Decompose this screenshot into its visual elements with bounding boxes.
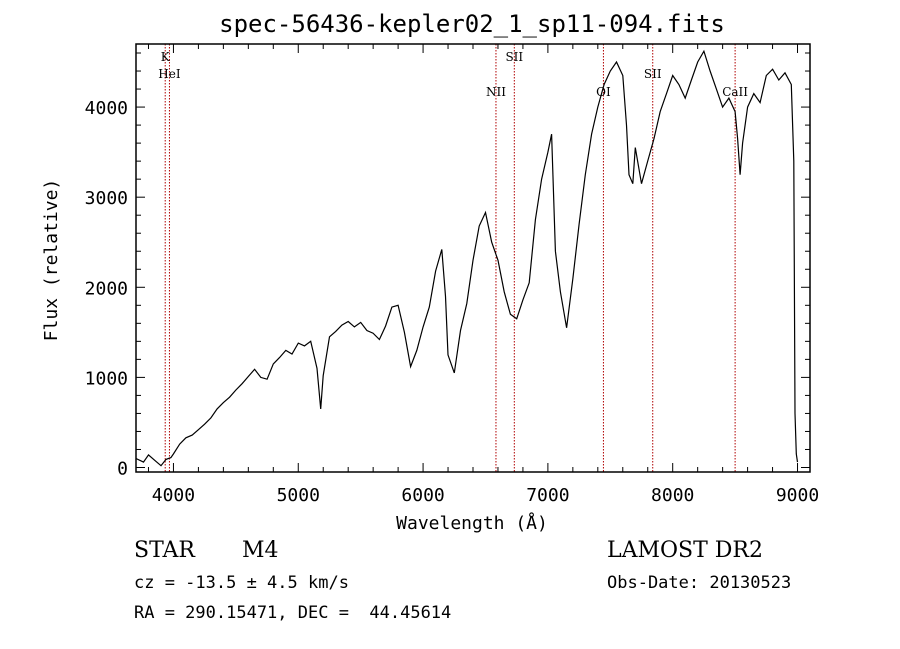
y-axis-label: Flux (relative)	[41, 179, 62, 342]
x-tick-label: 7000	[526, 485, 569, 506]
spectral-line-label: HeI	[158, 67, 181, 81]
x-tick-label: 6000	[401, 485, 444, 506]
star-type-label: STAR	[134, 538, 195, 563]
spectrum-series-line	[135, 49, 799, 467]
spectral-lines: K HeI NII SII OI SII CaII	[158, 44, 748, 472]
coordinates-label: RA = 290.15471, DEC = 44.45614	[134, 603, 452, 623]
axis-ticks: 4000 5000 6000 7000 8000 9000 0 1000 2000 3000 400…	[85, 44, 819, 506]
spectral-line-label: NII	[486, 85, 506, 99]
spectral-line-label: K	[161, 50, 171, 64]
y-tick-label: 3000	[85, 188, 128, 209]
spectral-line-label: CaII	[722, 85, 748, 99]
x-tick-label: 9000	[776, 485, 819, 506]
y-tick-label: 2000	[85, 278, 128, 299]
spectral-line-label: OI	[596, 85, 611, 99]
spectral-line-label: SII	[505, 50, 523, 64]
survey-label: LAMOST DR2	[607, 538, 763, 563]
plot-frame	[135, 43, 811, 473]
y-tick-label: 0	[117, 458, 128, 479]
velocity-label: cz = -13.5 ± 4.5 km/s	[134, 573, 349, 593]
y-tick-label: 4000	[85, 98, 128, 119]
y-tick-label: 1000	[85, 368, 128, 389]
x-tick-label: 5000	[277, 485, 320, 506]
observation-date-label: Obs-Date: 20130523	[607, 573, 792, 593]
x-tick-label: 8000	[651, 485, 694, 506]
spectrum-chart: spec-56436-kepler02_1_sp11-094.fits K HeI…	[41, 10, 819, 534]
chart-title: spec-56436-kepler02_1_sp11-094.fits	[219, 10, 725, 38]
star-class-label: M4	[242, 538, 279, 563]
x-tick-label: 4000	[152, 485, 195, 506]
spectral-line-label: SII	[644, 67, 662, 81]
x-axis-label: Wavelength (Å)	[396, 512, 548, 534]
